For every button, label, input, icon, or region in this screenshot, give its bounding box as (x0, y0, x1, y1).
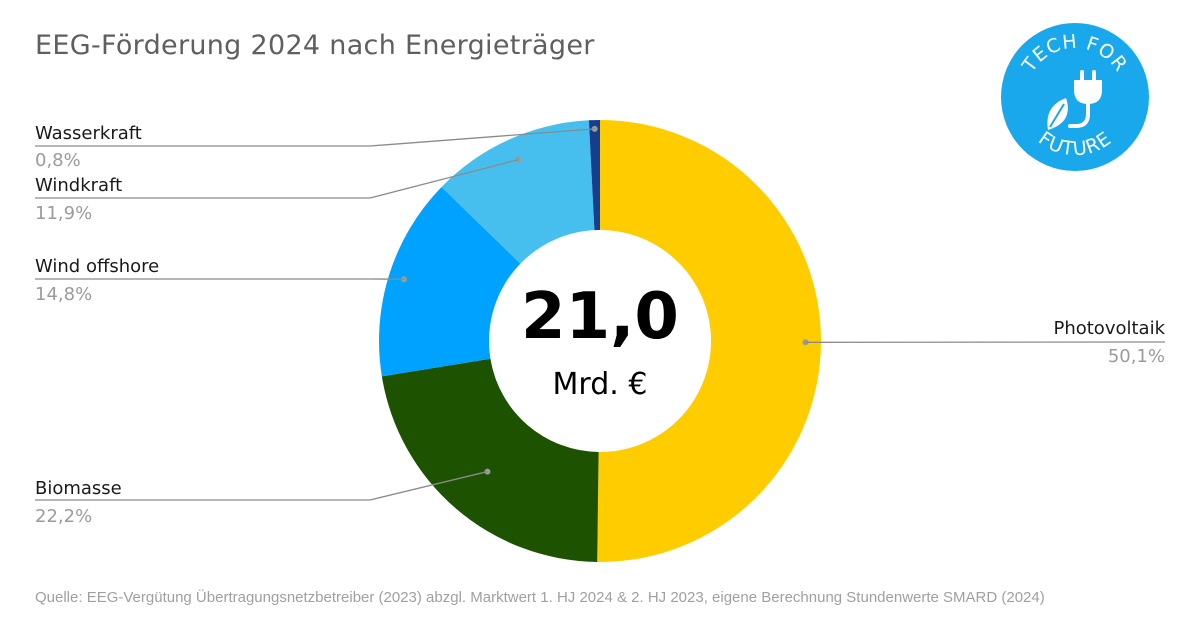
slice-photovoltaik (597, 120, 821, 562)
label-value-wasserkraft: 0,8% (35, 150, 81, 171)
logo-circle (1001, 23, 1149, 171)
slice-wind-offshore (379, 186, 521, 377)
chart-title: EEG-Förderung 2024 nach Energieträger (35, 30, 595, 61)
label-value-biomasse: 22,2% (35, 506, 92, 527)
label-name-photovoltaik: Photovoltaik (1053, 318, 1165, 339)
label-name-wind-offshore: Wind offshore (35, 256, 159, 277)
plug-icon (1068, 70, 1102, 128)
label-value-wind-offshore: 14,8% (35, 284, 92, 305)
slice-windkraft (441, 120, 595, 264)
label-name-biomasse: Biomasse (35, 478, 122, 499)
leader-line-windkraft (35, 159, 519, 199)
leader-line-wasserkraft (35, 128, 595, 147)
label-name-windkraft: Windkraft (35, 175, 122, 196)
label-value-windkraft: 11,9% (35, 203, 92, 224)
label-value-photovoltaik: 50,1% (1108, 346, 1165, 367)
center-total-value: 21,0 (521, 280, 679, 354)
slice-biomasse (381, 358, 599, 562)
leader-line-biomasse (35, 470, 488, 501)
tech-for-future-logo: TECH FOR FUTURE (1001, 23, 1149, 171)
slice-wasserkraft (588, 120, 600, 231)
source-note: Quelle: EEG-Vergütung Übertragungsnetzbe… (35, 589, 1045, 606)
label-name-wasserkraft: Wasserkraft (35, 123, 142, 144)
center-total-unit: Mrd. € (553, 367, 648, 402)
